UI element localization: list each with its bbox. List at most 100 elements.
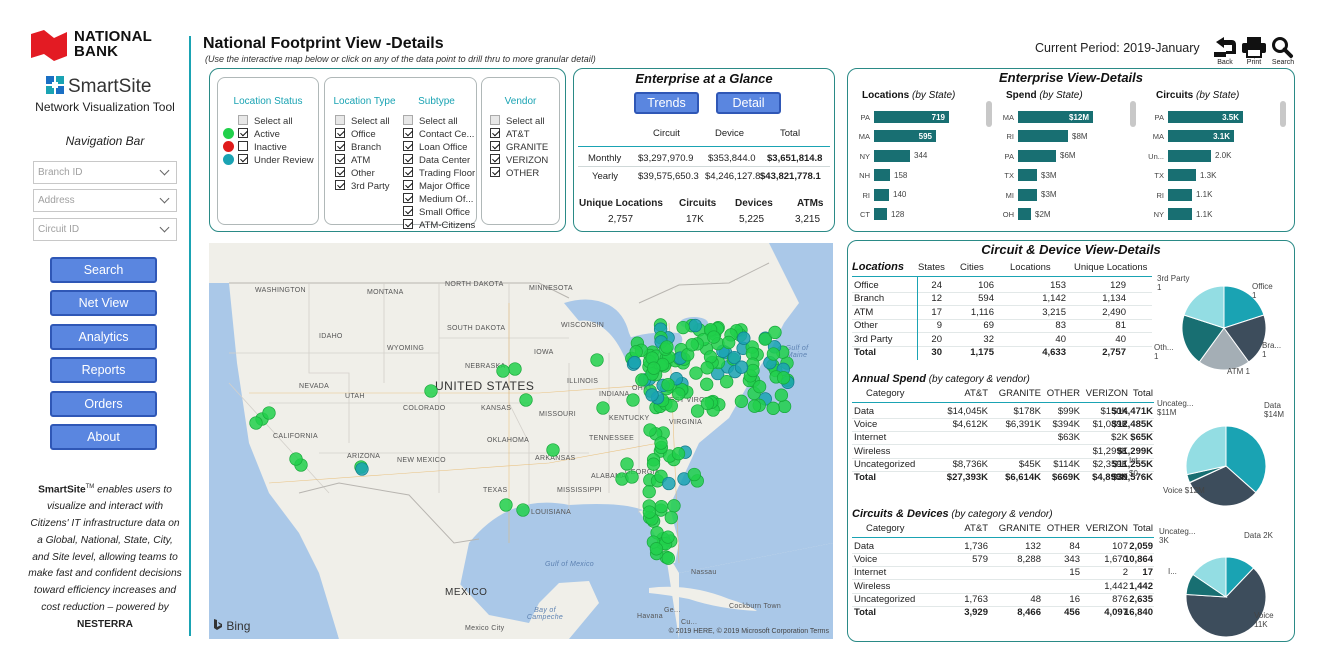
checkbox[interactable]: [335, 128, 345, 138]
location-point[interactable]: [627, 356, 642, 370]
analytics-button[interactable]: Analytics: [50, 324, 157, 350]
checkbox[interactable]: [238, 141, 248, 151]
pie-slice[interactable]: [1185, 425, 1227, 476]
pie-slice[interactable]: [1223, 314, 1267, 363]
scrollbar-thumb[interactable]: [1280, 101, 1286, 127]
scrollbar-thumb[interactable]: [986, 101, 992, 127]
branch-id-dropdown[interactable]: Branch ID: [33, 161, 177, 184]
location-point[interactable]: [707, 330, 721, 344]
checkbox[interactable]: [403, 206, 413, 216]
bar-mark[interactable]: [874, 111, 949, 123]
location-point[interactable]: [642, 505, 657, 519]
bar-mark[interactable]: [1168, 188, 1192, 201]
pie-slice[interactable]: [1192, 556, 1227, 598]
location-point[interactable]: [516, 503, 530, 517]
bar-mark[interactable]: [1018, 188, 1037, 201]
filter-option[interactable]: Select all: [335, 115, 390, 127]
search-tool-button[interactable]: Search: [1269, 36, 1297, 66]
bar-mark[interactable]: [1168, 208, 1192, 220]
pie-slice[interactable]: [1189, 465, 1257, 507]
location-point[interactable]: [645, 388, 659, 402]
checkbox[interactable]: [335, 115, 345, 125]
location-point[interactable]: [660, 340, 674, 354]
reports-button[interactable]: Reports: [50, 357, 157, 383]
location-point[interactable]: [596, 401, 610, 415]
checkbox[interactable]: [490, 167, 500, 177]
location-point[interactable]: [672, 387, 686, 401]
orders-button[interactable]: Orders: [50, 391, 157, 417]
filter-option[interactable]: VERIZON: [490, 154, 548, 166]
checkbox[interactable]: [335, 154, 345, 164]
location-point[interactable]: [746, 363, 760, 378]
national-footprint-map[interactable]: WASHINGTON MONTANA NORTH DAKOTA MINNESOT…: [209, 243, 833, 639]
checkbox[interactable]: [490, 128, 500, 138]
about-button[interactable]: About: [50, 424, 157, 450]
checkbox[interactable]: [403, 115, 413, 125]
filter-option[interactable]: Select all: [490, 115, 545, 127]
checkbox[interactable]: [335, 167, 345, 177]
filter-option[interactable]: Contact Ce...: [403, 128, 474, 140]
location-point[interactable]: [768, 325, 782, 340]
location-point[interactable]: [590, 353, 604, 367]
location-point[interactable]: [700, 396, 715, 411]
location-point[interactable]: [690, 404, 705, 418]
filter-option[interactable]: Data Center: [403, 154, 470, 166]
location-point[interactable]: [625, 470, 639, 484]
checkbox[interactable]: [335, 141, 345, 151]
filter-option[interactable]: Major Office: [403, 180, 470, 192]
filter-option[interactable]: ATM-Citizens: [403, 219, 475, 231]
trends-button[interactable]: Trends: [634, 92, 699, 114]
checkbox[interactable]: [403, 193, 413, 203]
pie-slice[interactable]: [1185, 567, 1267, 638]
location-point[interactable]: [664, 510, 678, 525]
location-point[interactable]: [620, 457, 634, 471]
print-button[interactable]: Print: [1240, 36, 1268, 66]
checkbox[interactable]: [490, 141, 500, 151]
checkbox[interactable]: [238, 128, 248, 138]
checkbox[interactable]: [403, 154, 413, 164]
bar-mark[interactable]: [1168, 111, 1243, 123]
location-point[interactable]: [635, 373, 649, 387]
search-button[interactable]: Search: [50, 257, 157, 283]
location-point[interactable]: [766, 347, 781, 361]
location-point[interactable]: [685, 338, 699, 352]
location-point[interactable]: [626, 393, 640, 407]
location-point[interactable]: [661, 530, 675, 544]
bar-mark[interactable]: [1018, 149, 1056, 162]
location-point[interactable]: [700, 361, 714, 375]
location-point[interactable]: [737, 331, 751, 345]
location-point[interactable]: [654, 436, 668, 450]
back-button[interactable]: Back: [1211, 36, 1239, 66]
location-point[interactable]: [671, 447, 686, 461]
filter-option[interactable]: Branch: [335, 141, 381, 153]
location-point[interactable]: [689, 366, 703, 380]
checkbox[interactable]: [335, 180, 345, 190]
location-point[interactable]: [499, 498, 513, 512]
pie-chart[interactable]: [1184, 555, 1268, 639]
filter-option[interactable]: Small Office: [403, 206, 470, 218]
filter-option[interactable]: Select all: [403, 115, 458, 127]
location-point[interactable]: [722, 335, 736, 350]
location-point[interactable]: [734, 360, 749, 374]
location-point[interactable]: [649, 542, 664, 556]
bar-mark[interactable]: [1018, 130, 1068, 143]
location-point[interactable]: [249, 416, 263, 430]
filter-option[interactable]: Select all: [238, 115, 293, 127]
net-view-button[interactable]: Net View: [50, 290, 157, 316]
location-point[interactable]: [654, 499, 669, 514]
pie-slice[interactable]: [1223, 285, 1265, 329]
pie-chart[interactable]: [1184, 424, 1268, 508]
checkbox[interactable]: [403, 219, 413, 229]
pie-slice[interactable]: [1181, 314, 1225, 363]
location-point[interactable]: [766, 401, 780, 415]
checkbox[interactable]: [490, 115, 500, 125]
location-point[interactable]: [662, 476, 676, 491]
bar-mark[interactable]: [874, 149, 910, 162]
filter-option[interactable]: Medium Of...: [403, 193, 473, 205]
bar-mark[interactable]: [1018, 169, 1037, 182]
filter-option[interactable]: ATM: [335, 154, 370, 166]
location-point[interactable]: [752, 380, 767, 394]
location-point[interactable]: [727, 350, 742, 365]
scrollbar-thumb[interactable]: [1130, 101, 1136, 127]
checkbox[interactable]: [403, 128, 413, 138]
